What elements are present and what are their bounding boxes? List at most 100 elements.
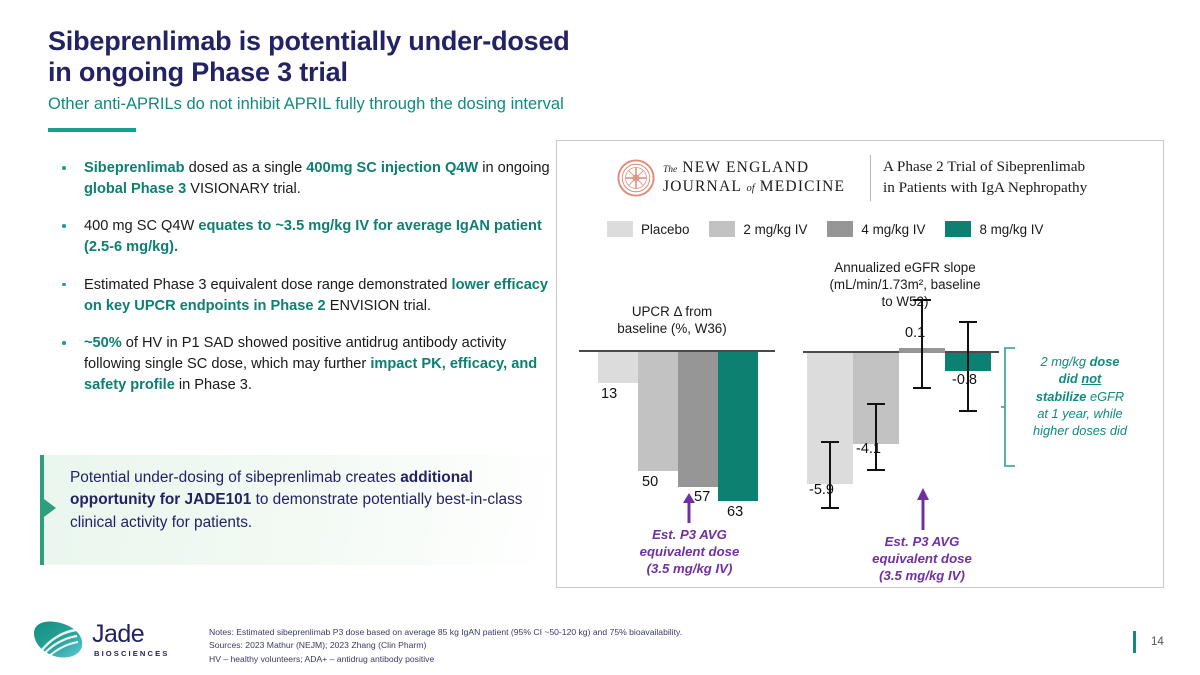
upcr-bar-2mgkg [638,352,678,471]
journal-line1: NEW ENGLAND [682,159,810,176]
legend-swatch [945,221,972,237]
egfr-errorcap-2mgkg-top [867,403,885,405]
footnotes: Notes: Estimated sibeprenlimab P3 dose b… [209,626,909,666]
callout-left-bar [40,455,44,565]
upcr-baseline-axis [579,350,775,352]
bullet-text: Estimated Phase 3 equivalent dose range … [84,276,549,314]
logo-subtitle: BIOSCIENCES [94,649,170,658]
egfr-errorcap-4mgkg-top [913,299,931,301]
legend-swatch [607,221,633,237]
callout-arrow-icon [44,499,56,517]
upcr-est-dose-arrow-icon [683,493,695,523]
upcr-value-2mgkg: 50 [642,474,659,490]
bullet-list: Sibeprenlimab dosed as a single 400mg SC… [40,158,560,412]
bullet-dot-icon [62,224,66,228]
upcr-bar-4mgkg [678,352,718,487]
page-subtitle: Other anti-APRILs do not inhibit APRIL f… [48,95,564,113]
legend-item-2mgkg: 2 mg/kg IV [709,221,807,237]
egfr-errorcap-8mgkg-top [959,321,977,323]
journal-line2-b: MEDICINE [759,177,846,195]
bullet-dot-icon [62,282,66,287]
list-item: Estimated Phase 3 equivalent dose range … [40,275,560,316]
bullet-text: Sibeprenlimab dosed as a single 400mg SC… [84,160,550,197]
accent-rule [48,128,136,132]
footnote-line-3: HV – healthy volunteers; ADA+ – antidrug… [209,653,435,664]
upcr-bar-placebo [598,352,638,383]
egfr-title-line-1: Annualized eGFR slope [834,260,976,275]
egfr-ann-line-2: equivalent dose [872,551,972,567]
upcr-value-8mgkg: 63 [727,504,744,520]
side-note-line-2: did not [1058,371,1102,387]
side-note-line-3: stabilize eGFR [1035,388,1125,404]
egfr-value-8mgkg: -0.8 [952,372,977,388]
legend-item-8mgkg: 8 mg/kg IV [945,221,1043,237]
article-title-line-1: A Phase 2 Trial of Sibeprenlimab [883,158,1086,175]
egfr-value-2mgkg: -4.1 [856,441,881,457]
logo-name: Jade [92,620,145,648]
article-title-line-2: in Patients with IgA Nephropathy [883,178,1088,196]
side-note-line-1: 2 mg/kg dose [1040,354,1120,369]
side-note-line-4: at 1 year, while [1037,405,1123,421]
legend-label: 8 mg/kg IV [979,221,1044,237]
egfr-range-bracket-icon [1001,347,1015,467]
journal-header: The NEW ENGLAND JOURNAL of MEDICINE A Ph… [575,153,1145,205]
footnote-line-1: Notes: Estimated sibeprenlimab P3 dose b… [209,627,683,637]
egfr-title-line-2: (mL/min/1.73m², baseline [829,277,981,293]
callout-text: Potential under-dosing of sibeprenlimab … [70,469,523,531]
upcr-value-placebo: 13 [601,386,618,402]
footnote-line-2: Sources: 2023 Mathur (NEJM); 2023 Zhang … [209,640,427,651]
callout-box: Potential under-dosing of sibeprenlimab … [40,455,550,565]
chart-legend: Placebo 2 mg/kg IV 4 mg/kg IV 8 mg/kg IV [607,221,1063,237]
egfr-errorcap-placebo-bottom [821,507,839,509]
company-logo: Jade BIOSCIENCES [30,618,180,664]
upcr-bar-8mgkg [718,352,758,501]
upcr-plot: 13 50 57 63 Est. P3 AVG equivalent dose … [557,141,817,589]
side-note-line-5: higher doses did [1033,423,1127,439]
list-item: 400 mg SC Q4W equates to ~3.5 mg/kg IV f… [40,216,560,257]
egfr-errorcap-4mgkg-bottom [913,387,931,389]
legend-item-4mgkg: 4 mg/kg IV [827,221,925,237]
egfr-plot: -5.9 -4.1 0.1 -0.8 Est. P3 AVG equivalen… [797,141,1027,589]
upcr-ann-line-2: equivalent dose [639,544,740,560]
journal-divider [870,155,871,201]
egfr-ann-line-3: (3.5 mg/kg IV) [879,568,965,584]
upcr-ann-line-3: (3.5 mg/kg IV) [646,561,733,577]
legend-item-placebo: Placebo [607,221,689,237]
page-number-divider [1133,631,1136,653]
legend-label: 4 mg/kg IV [861,221,926,237]
title-line-1: Sibeprenlimab is potentially under-dosed [48,26,570,56]
egfr-ann-line-1: Est. P3 AVG [884,534,960,549]
bullet-dot-icon [62,341,66,345]
upcr-title-line-2: baseline (%, W36) [617,321,727,337]
upcr-est-dose-annotation: Est. P3 AVG equivalent dose (3.5 mg/kg I… [602,526,777,577]
egfr-est-dose-annotation: Est. P3 AVG equivalent dose (3.5 mg/kg I… [832,533,1012,584]
upcr-value-4mgkg: 57 [694,489,711,505]
upcr-ann-line-1: Est. P3 AVG [652,527,727,542]
egfr-errorbar-8mgkg [967,321,969,412]
journal-of: of [746,182,755,194]
legend-swatch [827,221,854,237]
upcr-title-line-1: UPCR Δ from [631,304,713,319]
egfr-side-note: 2 mg/kg dose did not stabilize eGFR at 1… [1015,353,1145,439]
egfr-errorbar-4mgkg [921,299,923,389]
legend-swatch [709,221,736,237]
legend-label: 2 mg/kg IV [743,221,808,237]
journal-the: The [663,165,678,175]
list-item: ~50% of HV in P1 SAD showed positive ant… [40,333,560,395]
egfr-title-line-3: to W52) [881,294,929,310]
egfr-chart-title: Annualized eGFR slope (mL/min/1.73m², ba… [795,259,1015,310]
egfr-value-4mgkg: 0.1 [905,325,926,341]
jade-leaf-icon [34,621,83,658]
bullet-dot-icon [62,166,66,170]
egfr-errorcap-placebo-top [821,441,839,443]
journal-line2-a: JOURNAL [663,177,742,195]
egfr-errorcap-8mgkg-bottom [959,410,977,412]
journal-wordmark: The NEW ENGLAND JOURNAL of MEDICINE [663,159,863,197]
page-title: Sibeprenlimab is potentially under-dosed… [48,26,668,89]
chart-panel: The NEW ENGLAND JOURNAL of MEDICINE A Ph… [556,140,1164,588]
bullet-text: ~50% of HV in P1 SAD showed positive ant… [84,335,538,393]
title-line-2: in ongoing Phase 3 trial [48,57,348,88]
egfr-est-dose-arrow-icon [917,488,929,530]
nejm-seal-icon [617,159,655,197]
